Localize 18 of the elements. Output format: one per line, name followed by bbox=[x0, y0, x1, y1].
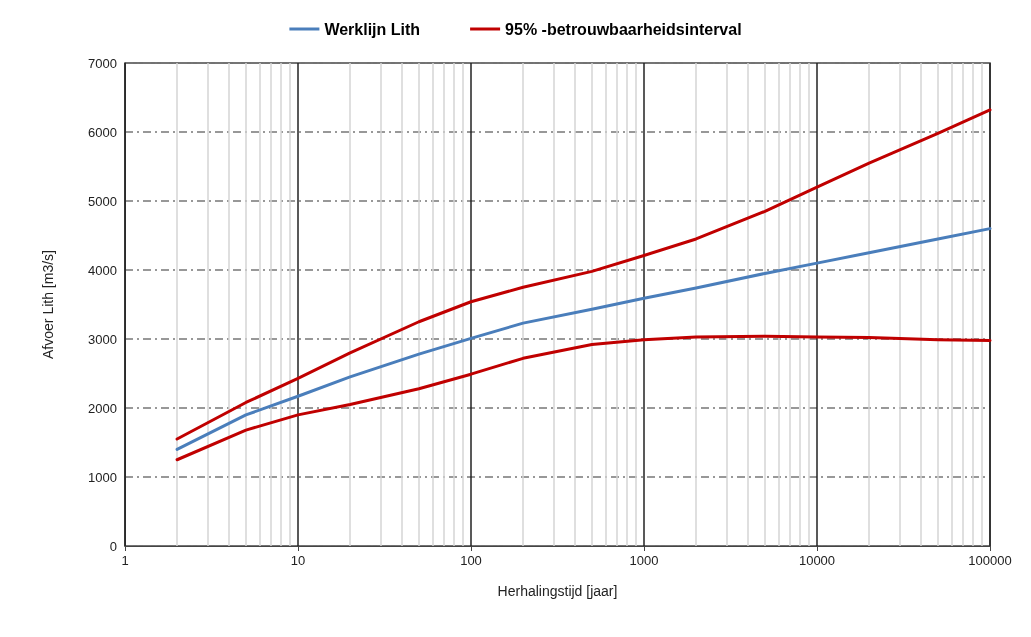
x-tick-label: 1 bbox=[121, 553, 129, 568]
y-tick-label: 6000 bbox=[88, 124, 117, 140]
y-tick-label: 3000 bbox=[88, 331, 117, 347]
y-tick-label: 2000 bbox=[88, 400, 117, 416]
legend-label: Werklijn Lith bbox=[324, 20, 421, 38]
x-tick-label: 100000 bbox=[968, 553, 1012, 568]
x-tick-label: 10 bbox=[290, 553, 306, 568]
y-tick-label: 7000 bbox=[88, 55, 117, 71]
x-tick-label: 10000 bbox=[798, 553, 836, 568]
y-tick-label: 1000 bbox=[88, 469, 117, 485]
y-tick-label: 4000 bbox=[88, 262, 117, 278]
y-tick-label: 0 bbox=[109, 538, 117, 554]
y-tick-label: 5000 bbox=[88, 193, 117, 209]
x-tick-label: 100 bbox=[460, 553, 482, 568]
y-axis-title: Afvoer Lith [m3/s] bbox=[40, 250, 56, 359]
legend-label: 95% -betrouwbaarheidsinterval bbox=[505, 20, 742, 38]
x-axis-title: Herhalingstijd [jaar] bbox=[497, 583, 618, 599]
x-tick-label: 1000 bbox=[629, 553, 659, 568]
